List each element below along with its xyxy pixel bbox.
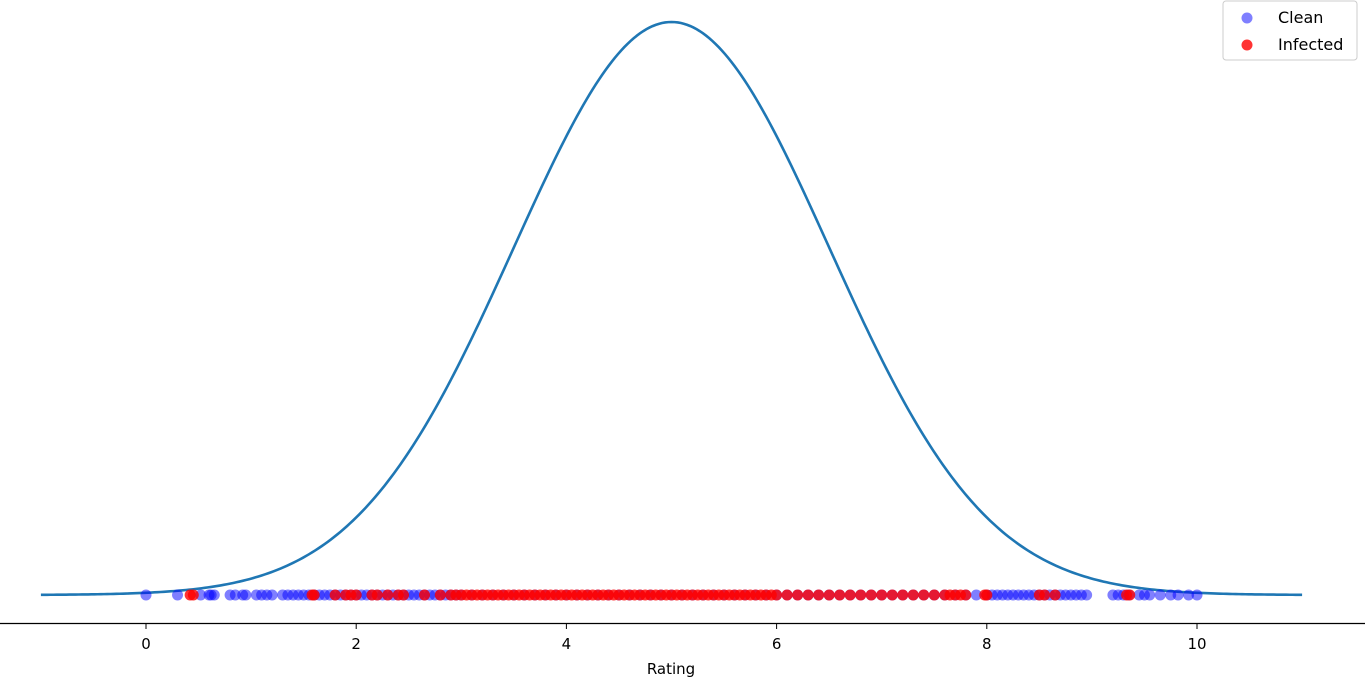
- infected-point: [876, 589, 888, 601]
- infected-point: [1039, 589, 1051, 601]
- infected-point: [834, 589, 846, 601]
- infected-point: [928, 589, 940, 601]
- infected-point: [960, 589, 972, 601]
- clean-point: [1144, 589, 1156, 601]
- infected-point: [886, 589, 898, 601]
- legend-label-infected: Infected: [1278, 35, 1343, 54]
- x-tick-label: 2: [351, 635, 361, 653]
- infected-point: [350, 589, 362, 601]
- infected-point: [371, 589, 383, 601]
- infected-point: [907, 589, 919, 601]
- clean-point: [1183, 589, 1195, 601]
- density-curve-layer: [40, 20, 1303, 597]
- clean-point: [240, 589, 252, 601]
- infected-point: [434, 589, 446, 601]
- infected-point: [419, 589, 431, 601]
- clean-point: [1191, 589, 1203, 601]
- density-curve: [40, 20, 1303, 597]
- infected-point: [398, 589, 409, 601]
- clean-point: [1154, 589, 1166, 601]
- scatter-points-layer: [140, 589, 1203, 601]
- clean-point: [1172, 589, 1184, 601]
- x-tick-label: 4: [562, 635, 572, 653]
- infected-point: [1124, 589, 1136, 601]
- infected-point: [792, 589, 804, 601]
- infected-point: [844, 589, 856, 601]
- series-infected: [184, 589, 1136, 601]
- legend-marker-infected: [1241, 39, 1253, 51]
- infected-point: [329, 589, 341, 601]
- legend: Clean Infected: [1222, 0, 1358, 61]
- infected-point: [865, 589, 877, 601]
- x-axis-label: Rating: [647, 660, 695, 678]
- clean-point: [140, 589, 152, 601]
- clean-point: [172, 589, 184, 601]
- clean-point: [1081, 589, 1093, 601]
- x-tick-label: 10: [1187, 635, 1206, 653]
- x-axis-ticks: 0 2 4 6 8 10: [141, 623, 1207, 653]
- clean-point: [266, 589, 278, 601]
- infected-point: [813, 589, 825, 601]
- infected-point: [897, 589, 909, 601]
- infected-point: [382, 589, 394, 601]
- x-tick-label: 8: [982, 635, 992, 653]
- infected-point: [823, 589, 835, 601]
- infected-point: [771, 589, 783, 601]
- infected-point: [802, 589, 814, 601]
- infected-point: [918, 589, 930, 601]
- legend-marker-clean: [1241, 12, 1253, 24]
- clean-point: [970, 589, 982, 601]
- infected-point: [1049, 589, 1061, 601]
- legend-box: [1222, 0, 1358, 61]
- infected-point: [981, 589, 993, 601]
- clean-point: [208, 589, 220, 601]
- infected-point: [308, 589, 320, 601]
- infected-point: [187, 589, 199, 601]
- infected-point: [855, 589, 867, 601]
- infected-point: [781, 589, 793, 601]
- x-tick-label: 0: [141, 635, 151, 653]
- legend-label-clean: Clean: [1278, 8, 1323, 27]
- x-tick-label: 6: [772, 635, 782, 653]
